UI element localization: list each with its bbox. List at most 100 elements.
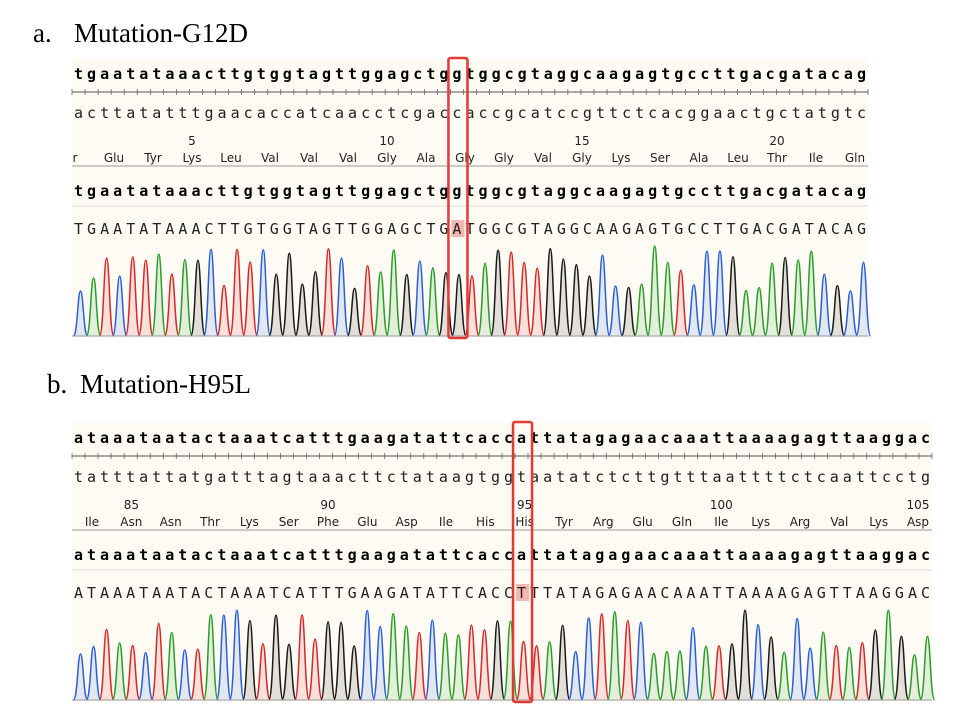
trace-peak	[698, 250, 715, 337]
trace-peak	[919, 635, 936, 701]
trace-peak	[85, 645, 102, 701]
trace-peak	[541, 641, 558, 701]
trace-peak	[542, 247, 559, 337]
trace-peak	[738, 289, 754, 337]
trace-peak	[346, 645, 363, 701]
trace-peak	[203, 248, 219, 337]
trace-peak	[242, 261, 259, 337]
trace-peak	[828, 644, 845, 701]
amino-acid: Val	[300, 151, 318, 165]
trace-peak	[242, 619, 258, 701]
trace-peak	[255, 249, 272, 337]
amino-acid: Ile	[809, 151, 823, 165]
amino-acid: Ile	[714, 515, 728, 529]
trace-peak	[163, 631, 180, 701]
trace-peak	[281, 252, 298, 337]
trace-peak	[802, 647, 819, 701]
trace-peak	[216, 284, 232, 337]
amino-acid: Ile	[85, 515, 99, 529]
amino-acid: Ala	[417, 151, 436, 165]
trace-peak	[659, 261, 676, 337]
position-number: 100	[710, 498, 733, 512]
amino-acid: His	[476, 515, 495, 529]
trace-peak	[515, 640, 532, 701]
trace-peak	[477, 262, 493, 337]
trace-peak	[711, 645, 727, 701]
trace-peak	[294, 614, 310, 701]
trace-peak	[137, 651, 154, 701]
trace-peak	[725, 255, 741, 337]
trace-peak	[359, 265, 376, 337]
amino-acid: His	[515, 515, 534, 529]
amino-acid: Glu	[104, 151, 124, 165]
amino-acid: Glu	[633, 515, 653, 529]
amino-acid: Gly	[377, 151, 397, 165]
trace-peak	[815, 631, 832, 701]
trace-peak	[906, 654, 923, 701]
trace-peak	[137, 259, 154, 337]
mutation-box	[447, 56, 469, 340]
trace-peak	[98, 628, 115, 701]
trace-peak	[398, 625, 415, 701]
trace-peak	[411, 631, 428, 701]
trace-peak	[855, 261, 872, 337]
trace-peak	[333, 621, 350, 701]
trace-peak	[867, 629, 884, 701]
trace-peak	[177, 258, 193, 337]
position-number: 90	[320, 498, 335, 512]
amino-acid: Glu	[357, 515, 377, 529]
amino-acid: Ile	[439, 515, 453, 529]
trace-peak	[98, 257, 115, 337]
trace-peak	[346, 287, 363, 337]
trace-peak	[268, 273, 285, 337]
trace-peak	[307, 270, 324, 337]
trace-peak	[150, 253, 167, 337]
trace-peak	[750, 623, 766, 701]
trace-peak	[85, 277, 102, 337]
panel-label: b.	[47, 369, 67, 399]
trace-peak	[489, 620, 506, 701]
trace-peak	[424, 619, 441, 701]
trace-peak	[581, 275, 598, 337]
trace-peak	[424, 267, 441, 337]
amino-acid: Tyr	[554, 515, 573, 529]
read-seq: tgaatataaacttgtggtagttggagctggtggcgtaggc…	[74, 182, 866, 200]
trace-peak	[685, 627, 701, 701]
amino-acid: Asn	[160, 515, 182, 529]
trace-peak	[111, 642, 128, 701]
amino-acid: Leu	[727, 151, 748, 165]
trace-peak	[672, 650, 688, 701]
amino-acid: Asn	[120, 515, 142, 529]
position-number: 20	[769, 134, 784, 148]
trace-peak	[229, 248, 246, 337]
trace-peak	[451, 273, 467, 337]
trace-peak	[463, 624, 480, 701]
trace-peak	[764, 262, 781, 337]
amino-acid: Ser	[650, 151, 670, 165]
trace-peak	[620, 286, 637, 337]
amino-acid: Phe	[317, 515, 339, 529]
panel-title: Mutation-G12D	[74, 18, 248, 48]
trace-peak	[776, 651, 793, 701]
amino-acid: Gly	[572, 151, 592, 165]
trace-peak	[633, 283, 650, 337]
trace-peak	[568, 263, 585, 337]
trace-peak	[632, 621, 649, 701]
trace-peak	[176, 649, 193, 701]
trace-peak	[72, 290, 89, 337]
trace-peak	[645, 652, 662, 701]
trace-peak	[619, 619, 636, 701]
trace-peak	[359, 609, 376, 701]
amino-acid: Lys	[240, 515, 259, 529]
trace-peak	[789, 617, 806, 701]
amino-acid: Val	[339, 151, 357, 165]
trace-peak	[72, 653, 89, 701]
trace-peak	[790, 259, 807, 337]
trace-peak	[490, 249, 507, 337]
trace-peak	[529, 267, 546, 337]
trace-peak	[607, 285, 624, 337]
trace-peak	[829, 284, 846, 337]
amino-acid: Ala	[690, 151, 709, 165]
trace-peak	[777, 256, 794, 337]
panel-label: a.	[33, 18, 52, 48]
